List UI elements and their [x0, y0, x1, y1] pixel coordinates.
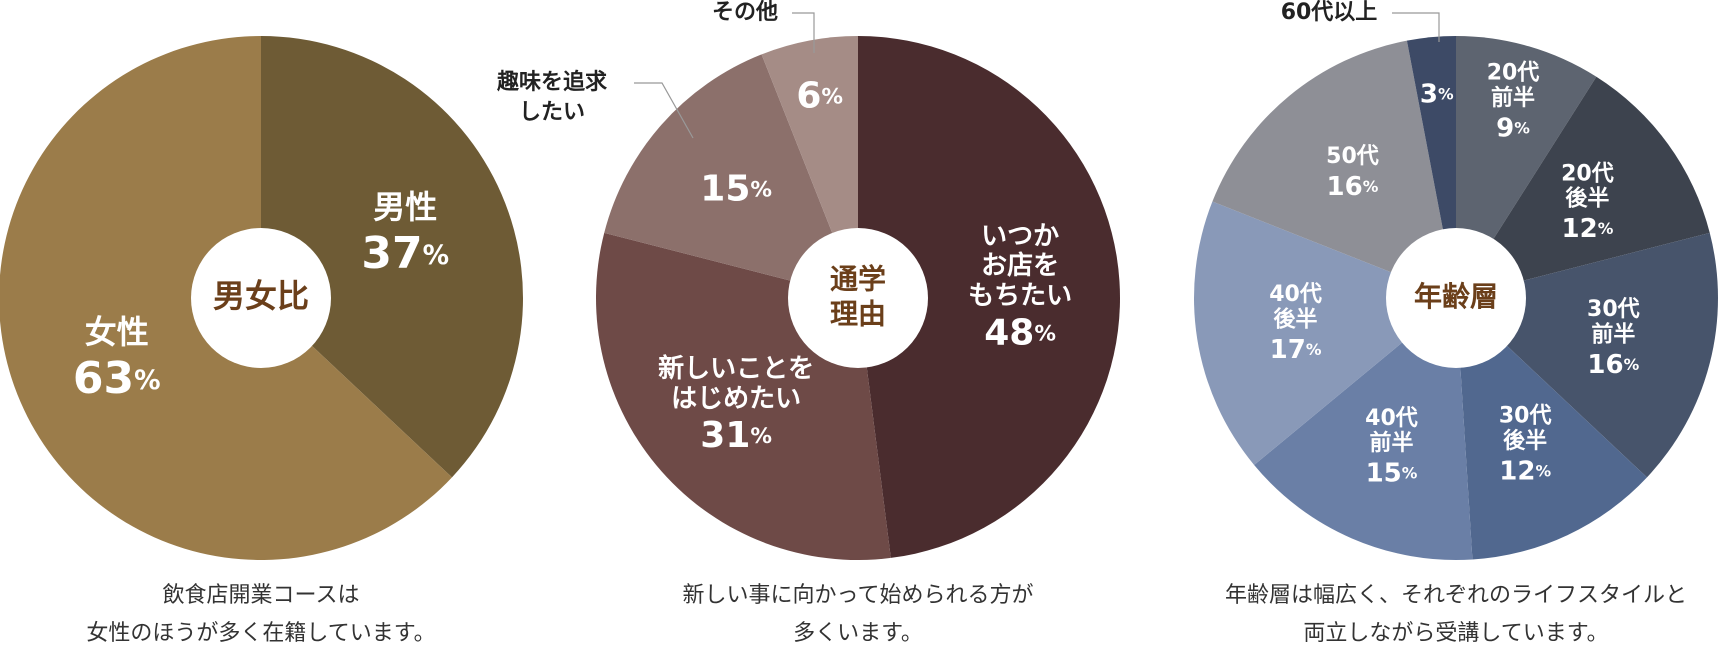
- leader-line: [792, 12, 815, 53]
- slice-name: 50代: [1326, 144, 1379, 169]
- slice-name: 40代前半: [1365, 406, 1418, 456]
- slice-value: 9%: [1496, 113, 1530, 143]
- slice-name: いつかお店をもちたい: [968, 221, 1072, 311]
- slice-value: 6%: [796, 75, 843, 116]
- pie-slice: [858, 36, 1121, 558]
- slice-value: 63%: [73, 353, 161, 404]
- pie-slice: [261, 36, 523, 478]
- slice-value: 17%: [1270, 335, 1322, 365]
- center-hole: [1386, 228, 1526, 368]
- slice-name: 新しいことをはじめたい: [658, 352, 814, 413]
- slice-name: 30代前半: [1587, 297, 1640, 347]
- slice-value: 16%: [1587, 349, 1639, 379]
- slice-name: 女性: [85, 313, 149, 351]
- center-label: 通学理由: [830, 263, 886, 331]
- slice-name: 趣味を追求したい: [496, 69, 607, 125]
- caption: 飲食店開業コースは女性のほうが多く在籍しています。: [86, 583, 435, 646]
- pie-slice: [1456, 298, 1647, 560]
- slice-value: 12%: [1499, 456, 1551, 486]
- pie-slice: [1212, 40, 1456, 298]
- caption: 新しい事に向かって始められる方が多くいます。: [683, 583, 1034, 646]
- slice-name: 30代後半: [1499, 404, 1552, 454]
- pie-slice: [1456, 76, 1710, 298]
- center-label: 年齢層: [1414, 280, 1498, 313]
- slice-value: 15%: [700, 169, 772, 210]
- leader-line: [1392, 12, 1440, 42]
- slice-value: 3%: [1420, 79, 1454, 109]
- slice-value: 37%: [361, 228, 449, 279]
- slice-value: 31%: [700, 415, 772, 456]
- pie-slice: [1456, 36, 1597, 298]
- center-hole: [788, 228, 928, 368]
- slice-value: 48%: [984, 312, 1056, 353]
- pie-slice: [1254, 298, 1473, 560]
- caption: 年齢層は幅広く、それぞれのライフスタイルと両立しながら受講しています。: [1225, 583, 1687, 646]
- slice-name: その他: [712, 0, 778, 25]
- slice-value: 15%: [1366, 458, 1418, 488]
- pie-slice: [1193, 201, 1456, 466]
- slice-name: 20代前半: [1487, 61, 1540, 111]
- center-hole: [191, 228, 331, 368]
- slice-value: 12%: [1562, 214, 1614, 244]
- slice-value: 16%: [1327, 171, 1379, 201]
- leader-line: [634, 82, 694, 139]
- slice-name: 男性: [373, 188, 437, 226]
- slice-name: 60代以上: [1281, 0, 1378, 25]
- slice-name: 20代後半: [1561, 161, 1614, 211]
- pie-slice: [604, 54, 858, 298]
- center-label: 男女比: [213, 277, 309, 315]
- pie-chart: 20代前半9%20代後半12%30代前半16%30代後半12%40代前半15%4…: [1193, 0, 1718, 646]
- slice-name: 40代後半: [1269, 282, 1322, 332]
